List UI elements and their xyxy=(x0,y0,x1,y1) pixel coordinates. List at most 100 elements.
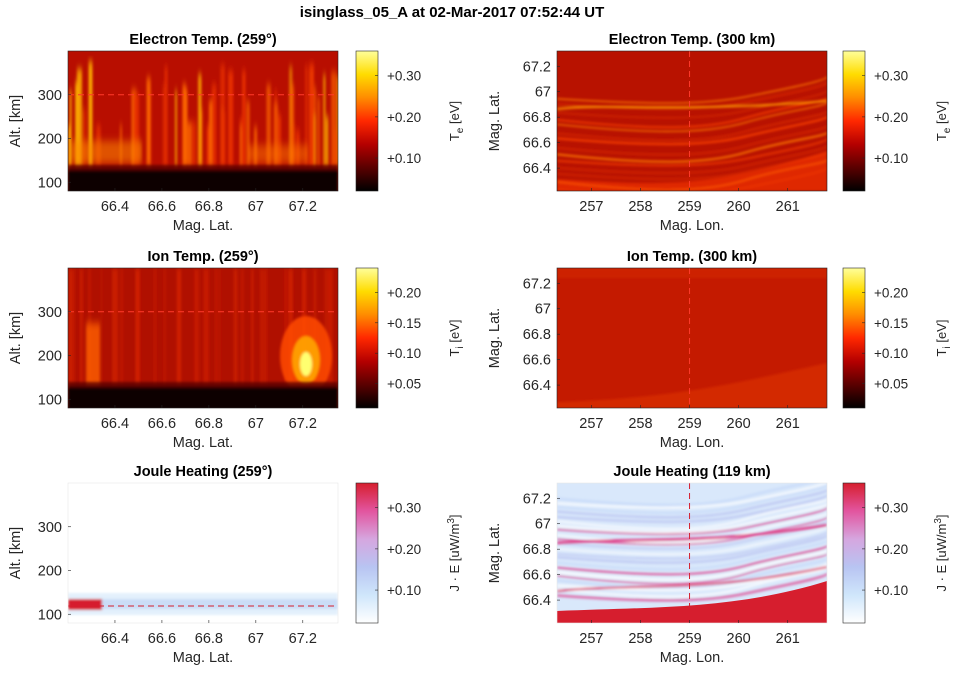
x-tick-label: 258 xyxy=(628,199,652,215)
colorbar xyxy=(355,267,379,409)
y-tick-label: 66.4 xyxy=(523,161,551,177)
colorbar xyxy=(355,482,379,624)
colorbar-label: Ti [eV] xyxy=(447,320,466,357)
colorbar xyxy=(355,50,379,192)
panel-title: Electron Temp. (259°) xyxy=(129,32,277,48)
panel-e-map: Electron Temp. (300 km) 257 258 259 260 261 66… xyxy=(487,32,953,234)
x-axis-label: Mag. Lat. xyxy=(173,218,233,234)
colorbar-tick-label: +0.20 xyxy=(387,542,421,557)
x-tick-label: 257 xyxy=(579,416,603,432)
heatmap-i-map xyxy=(557,268,827,408)
panel-title: Ion Temp. (300 km) xyxy=(627,249,757,265)
x-tick-label: 258 xyxy=(628,631,652,647)
x-tick-label: 260 xyxy=(727,416,751,432)
x-tick-label: 67.2 xyxy=(289,416,317,432)
colorbar-tick-label: +0.10 xyxy=(874,346,908,361)
y-axis-label: Alt. [km] xyxy=(8,312,24,364)
colorbar-tick-label: +0.30 xyxy=(874,69,908,84)
panel-title: Electron Temp. (300 km) xyxy=(609,32,776,48)
y-tick-label: 67.2 xyxy=(523,276,551,292)
colorbar-tick-label: +0.30 xyxy=(387,501,421,516)
x-tick-label: 66.8 xyxy=(195,416,223,432)
panel-i-map: Ion Temp. (300 km) 257 258 259 260 261 66.4 66.… xyxy=(487,249,953,451)
panel-title: Joule Heating (119 km) xyxy=(613,464,770,480)
colorbar-tick-label: +0.05 xyxy=(387,377,421,392)
x-tick-label: 67 xyxy=(248,416,264,432)
x-tick-label: 66.4 xyxy=(101,631,129,647)
panel-title: Joule Heating (259°) xyxy=(134,464,273,480)
x-tick-label: 259 xyxy=(677,199,701,215)
colorbar xyxy=(842,50,866,192)
y-tick-label: 66.6 xyxy=(523,136,551,152)
colorbar-tick-label: +0.10 xyxy=(387,583,421,598)
colorbar-tick-label: +0.20 xyxy=(874,110,908,125)
x-axis-label: Mag. Lat. xyxy=(173,435,233,451)
y-tick-label: 67.2 xyxy=(523,59,551,75)
y-axis-label: Alt. [km] xyxy=(8,527,24,579)
y-tick-label: 66.8 xyxy=(523,542,551,558)
colorbar-label: Te [eV] xyxy=(934,101,953,141)
colorbar-tick-label: +0.30 xyxy=(874,501,908,516)
x-tick-label: 66.4 xyxy=(101,199,129,215)
heatmap-j-alt xyxy=(68,483,338,623)
colorbar-tick-label: +0.15 xyxy=(387,316,421,331)
panel-j-alt: Joule Heating (259°) 66.4 66.6 66.8 67 67.2 10… xyxy=(8,464,462,666)
panel-title: Ion Temp. (259°) xyxy=(147,249,258,265)
panel-i-alt: Ion Temp. (259°) 66.4 66.6 66.8 67 67.2 100 200… xyxy=(8,249,466,451)
y-tick-label: 66.6 xyxy=(523,568,551,584)
x-tick-label: 66.8 xyxy=(195,631,223,647)
y-tick-label: 66.8 xyxy=(523,110,551,126)
y-axis-label: Alt. [km] xyxy=(8,95,24,147)
x-tick-label: 258 xyxy=(628,416,652,432)
y-tick-label: 100 xyxy=(38,175,62,191)
axes-box xyxy=(556,482,828,624)
colorbar-tick-label: +0.20 xyxy=(387,110,421,125)
y-tick-label: 66.6 xyxy=(523,353,551,369)
panel-j-map: Joule Heating (119 km) 257 258 259 260 261 66.… xyxy=(487,464,949,666)
axes-box xyxy=(67,482,339,624)
x-tick-label: 261 xyxy=(776,199,800,215)
y-axis-label: Mag. Lat. xyxy=(487,91,503,151)
heatmap-e-alt xyxy=(68,51,338,191)
y-axis-label: Mag. Lat. xyxy=(487,308,503,368)
x-tick-label: 257 xyxy=(579,631,603,647)
x-tick-label: 260 xyxy=(727,631,751,647)
colorbar-tick-label: +0.10 xyxy=(874,151,908,166)
y-tick-label: 67 xyxy=(535,302,551,318)
colorbar-tick-label: +0.20 xyxy=(874,542,908,557)
colorbar xyxy=(842,482,866,624)
x-tick-label: 259 xyxy=(677,631,701,647)
heatmap-j-map xyxy=(557,483,827,623)
y-tick-label: 100 xyxy=(38,607,62,623)
x-tick-label: 261 xyxy=(776,416,800,432)
panel-e-alt: Electron Temp. (259°) 66.4 66.6 66.8 67 67.2 1… xyxy=(8,32,466,234)
x-tick-label: 67.2 xyxy=(289,199,317,215)
x-tick-label: 66.4 xyxy=(101,416,129,432)
colorbar-tick-label: +0.20 xyxy=(387,285,421,300)
colorbar-tick-label: +0.20 xyxy=(874,285,908,300)
axes-box xyxy=(67,267,339,409)
x-axis-label: Mag. Lon. xyxy=(660,435,725,451)
heatmap-i-alt xyxy=(68,268,338,408)
colorbar-label: Ti [eV] xyxy=(934,320,953,357)
y-tick-label: 200 xyxy=(38,564,62,580)
x-axis-label: Mag. Lon. xyxy=(660,650,725,666)
x-tick-label: 259 xyxy=(677,416,701,432)
colorbar-tick-label: +0.10 xyxy=(874,583,908,598)
y-tick-label: 300 xyxy=(38,88,62,104)
y-tick-label: 66.4 xyxy=(523,593,551,609)
colorbar-label: Te [eV] xyxy=(447,101,466,141)
y-axis-label: Mag. Lat. xyxy=(487,523,503,583)
y-tick-label: 67.2 xyxy=(523,491,551,507)
y-tick-label: 300 xyxy=(38,305,62,321)
x-tick-label: 261 xyxy=(776,631,800,647)
colorbar-tick-label: +0.30 xyxy=(387,69,421,84)
x-tick-label: 260 xyxy=(727,199,751,215)
colorbar-tick-label: +0.05 xyxy=(874,377,908,392)
axes-box xyxy=(556,267,828,409)
x-tick-label: 257 xyxy=(579,199,603,215)
x-tick-label: 67.2 xyxy=(289,631,317,647)
colorbar-label: J · E [uW/m3] xyxy=(446,514,462,591)
figure-title: isinglass_05_A at 02-Mar-2017 07:52:44 U… xyxy=(300,4,605,21)
